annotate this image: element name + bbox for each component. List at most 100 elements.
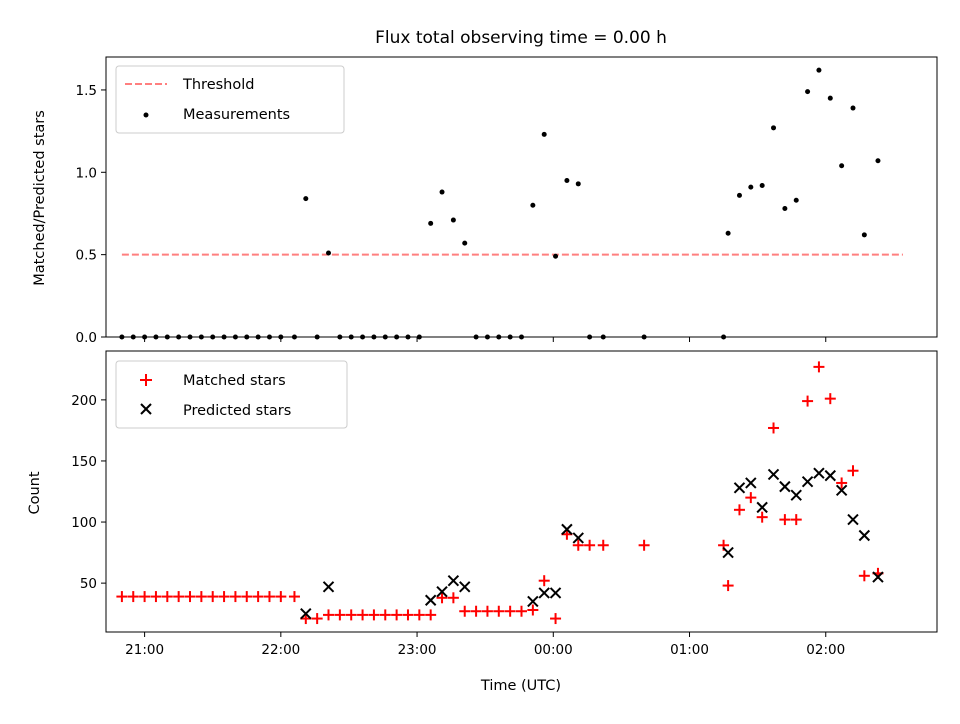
predicted-star-point <box>447 574 460 587</box>
ratio-legend: Threshold Measurements <box>115 65 345 134</box>
predicted-star-point <box>424 594 437 606</box>
matched-star-point <box>836 477 848 489</box>
x-tick-label: 23:00 <box>398 642 437 658</box>
predicted-star-point <box>436 585 448 598</box>
predicted-star-point <box>561 523 573 536</box>
matched-star-point <box>229 591 241 603</box>
measurement-point <box>782 206 788 212</box>
x-tick-label: 22:00 <box>261 642 300 658</box>
x-tick-label: 00:00 <box>534 642 573 658</box>
predicted-star-point <box>801 476 814 488</box>
matched-star-point <box>173 591 185 603</box>
measurement-point <box>450 217 456 223</box>
predicted-star-point <box>858 529 871 542</box>
measurement-point <box>541 131 547 137</box>
measurements-legend-swatch <box>143 112 149 118</box>
x-axis-label: Time (UTC) <box>480 678 561 694</box>
matched-star-point <box>447 592 459 604</box>
matched-star-point <box>379 609 391 621</box>
matched-star-point <box>357 609 369 621</box>
measurement-point <box>759 182 765 188</box>
matched-star-point <box>161 591 173 603</box>
ratio-y-tick-label: 0.0 <box>76 330 97 346</box>
count-y-tick-label: 50 <box>80 576 97 592</box>
count-x-ticks: 21:00 22:00 23:00 00:00 01:00 02:00 <box>125 632 845 658</box>
matched-star-point <box>768 422 780 434</box>
count-y-tick-label: 200 <box>71 393 97 409</box>
matched-star-point <box>413 609 425 621</box>
predicted-star-point <box>767 468 780 481</box>
matched-star-point <box>638 539 650 551</box>
count-y-tick-label: 150 <box>71 454 97 470</box>
count-y-ticks: 50 100 150 200 <box>71 393 106 592</box>
matched-star-point <box>858 570 870 582</box>
predicted-star-point <box>538 587 550 599</box>
measurement-point <box>793 197 799 203</box>
measurement-point <box>839 163 845 169</box>
matched-star-point <box>527 604 539 616</box>
predicted-star-point <box>779 480 791 493</box>
matched-star-point <box>538 575 550 587</box>
measurement-point <box>439 189 445 195</box>
matched-star-point <box>323 609 335 621</box>
matched-star-point <box>195 591 207 603</box>
matched-star-point <box>402 609 414 621</box>
ratio-axes-frame <box>105 56 938 338</box>
matched-star-point <box>572 539 584 551</box>
x-tick-label: 01:00 <box>670 642 709 658</box>
matched-star-point <box>288 591 300 603</box>
count-axes-frame <box>105 350 938 633</box>
predicted-star-point <box>527 595 539 608</box>
ratio-panel: Flux total observing time = 0.00 h Match… <box>32 28 938 346</box>
predicted-star-point <box>813 467 825 479</box>
count-y-axis-label: Count <box>27 471 43 514</box>
matched-star-point <box>597 539 609 551</box>
measurement-point <box>725 230 731 236</box>
matched-star-point <box>345 609 357 621</box>
matched-star-point <box>733 504 745 516</box>
predicted-star-point <box>824 469 836 482</box>
measurement-point <box>564 178 570 184</box>
matched-star-point <box>790 514 802 526</box>
predicted-star-point <box>322 581 335 593</box>
count-plot-area <box>116 361 884 625</box>
predicted-star-point <box>790 489 802 501</box>
predicted-star-point <box>733 482 746 494</box>
matched-star-point <box>207 591 219 603</box>
ratio-y-tick-label: 1.5 <box>76 83 97 99</box>
matched-star-point <box>756 511 768 523</box>
matched-star-point <box>150 591 162 603</box>
matched-star-point <box>139 591 151 603</box>
matched-star-point <box>436 592 448 604</box>
count-legend: Matched stars Predicted stars <box>115 360 348 429</box>
predicted-star-point <box>847 513 859 526</box>
matched-star-point <box>263 591 275 603</box>
measurement-point <box>736 192 742 198</box>
matched-star-point <box>241 591 253 603</box>
predicted-legend-label: Predicted stars <box>183 403 291 419</box>
matched-star-point <box>311 613 323 625</box>
predicted-star-point <box>459 581 471 593</box>
predicted-star-point <box>572 532 584 544</box>
matched-star-point <box>493 605 505 617</box>
matched-star-point <box>847 465 859 477</box>
count-legend-box <box>115 360 348 429</box>
matched-legend-swatch <box>140 374 152 386</box>
ratio-y-tick-label: 0.5 <box>76 248 97 264</box>
predicted-star-point <box>872 571 884 583</box>
measurement-point <box>530 202 536 208</box>
predicted-star-point <box>722 546 734 559</box>
matched-star-point <box>275 591 287 603</box>
predicted-star-point <box>549 587 562 599</box>
matched-star-point <box>252 591 264 603</box>
matched-star-point <box>481 605 493 617</box>
matched-star-point <box>745 492 757 504</box>
matched-star-point <box>802 395 814 407</box>
predicted-legend-swatch <box>140 403 152 415</box>
matched-star-point <box>584 539 596 551</box>
matched-star-point <box>368 609 380 621</box>
matched-star-point <box>116 591 128 603</box>
matched-star-point <box>813 361 825 373</box>
measurement-point <box>805 89 811 95</box>
